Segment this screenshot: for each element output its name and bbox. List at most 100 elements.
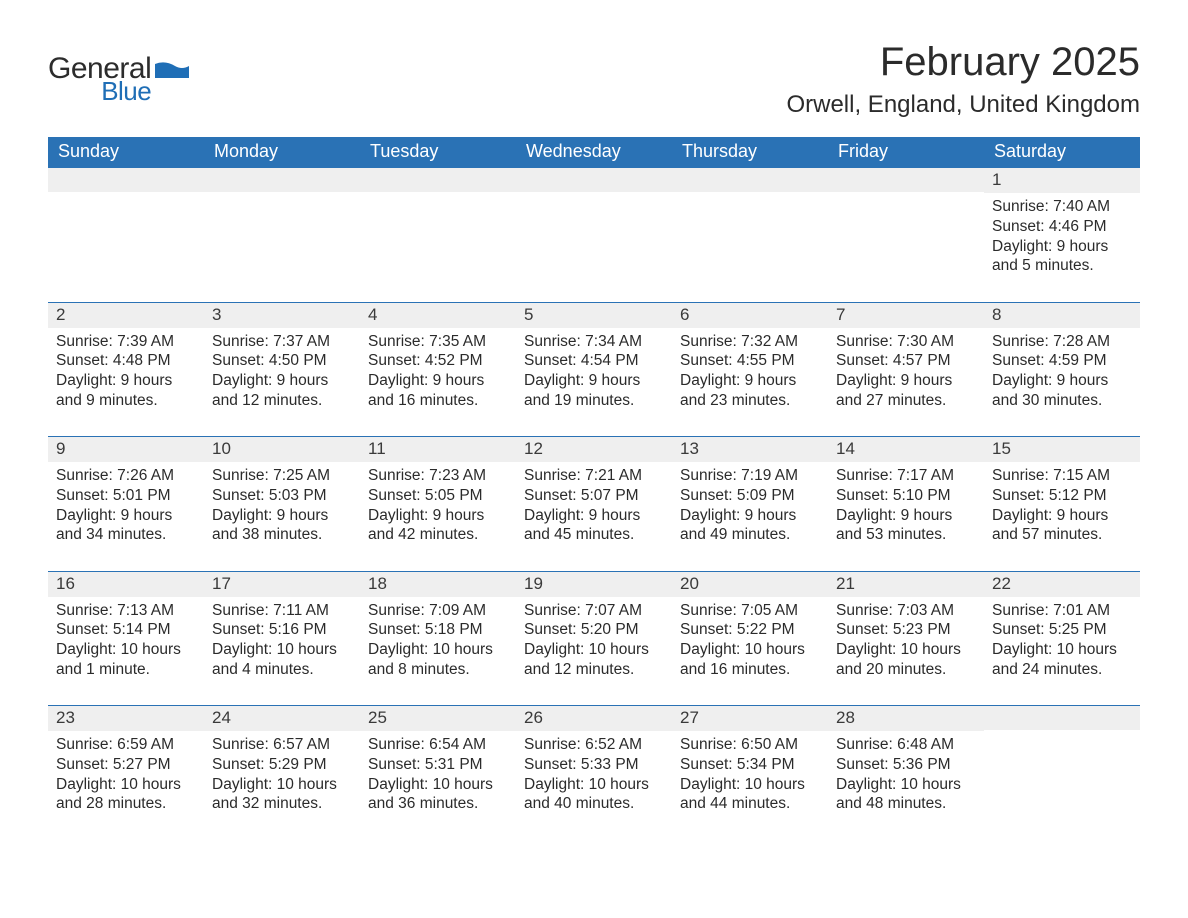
day-number: 20 <box>672 572 828 597</box>
day-body: Sunrise: 7:11 AMSunset: 5:16 PMDaylight:… <box>204 597 360 686</box>
day-cell <box>48 168 204 302</box>
day-body: Sunrise: 7:19 AMSunset: 5:09 PMDaylight:… <box>672 462 828 551</box>
day-number <box>828 168 984 192</box>
daylight-text: Daylight: 10 hours and 32 minutes. <box>212 775 352 815</box>
week-row: 23Sunrise: 6:59 AMSunset: 5:27 PMDayligh… <box>48 706 1140 840</box>
weekday-header: Wednesday <box>516 137 672 168</box>
daylight-text: Daylight: 9 hours and 9 minutes. <box>56 371 196 411</box>
day-cell: 2Sunrise: 7:39 AMSunset: 4:48 PMDaylight… <box>48 303 204 437</box>
sunset-text: Sunset: 5:34 PM <box>680 755 820 775</box>
daylight-text: Daylight: 9 hours and 27 minutes. <box>836 371 976 411</box>
sunset-text: Sunset: 5:18 PM <box>368 620 508 640</box>
day-cell: 10Sunrise: 7:25 AMSunset: 5:03 PMDayligh… <box>204 437 360 571</box>
day-number: 19 <box>516 572 672 597</box>
day-cell: 14Sunrise: 7:17 AMSunset: 5:10 PMDayligh… <box>828 437 984 571</box>
day-body: Sunrise: 7:03 AMSunset: 5:23 PMDaylight:… <box>828 597 984 686</box>
sunset-text: Sunset: 5:07 PM <box>524 486 664 506</box>
sunrise-text: Sunrise: 6:57 AM <box>212 735 352 755</box>
day-cell: 12Sunrise: 7:21 AMSunset: 5:07 PMDayligh… <box>516 437 672 571</box>
sunrise-text: Sunrise: 7:15 AM <box>992 466 1132 486</box>
sunrise-text: Sunrise: 7:28 AM <box>992 332 1132 352</box>
sunset-text: Sunset: 5:31 PM <box>368 755 508 775</box>
daylight-text: Daylight: 9 hours and 45 minutes. <box>524 506 664 546</box>
sunset-text: Sunset: 5:14 PM <box>56 620 196 640</box>
day-cell: 1Sunrise: 7:40 AMSunset: 4:46 PMDaylight… <box>984 168 1140 302</box>
day-number: 5 <box>516 303 672 328</box>
sunset-text: Sunset: 4:52 PM <box>368 351 508 371</box>
day-number: 23 <box>48 706 204 731</box>
daylight-text: Daylight: 10 hours and 4 minutes. <box>212 640 352 680</box>
day-number <box>204 168 360 192</box>
day-body: Sunrise: 7:25 AMSunset: 5:03 PMDaylight:… <box>204 462 360 551</box>
location: Orwell, England, United Kingdom <box>786 91 1140 119</box>
sunrise-text: Sunrise: 7:01 AM <box>992 601 1132 621</box>
sunrise-text: Sunrise: 6:59 AM <box>56 735 196 755</box>
sunset-text: Sunset: 5:09 PM <box>680 486 820 506</box>
day-number: 24 <box>204 706 360 731</box>
day-number: 27 <box>672 706 828 731</box>
day-number: 4 <box>360 303 516 328</box>
daylight-text: Daylight: 9 hours and 12 minutes. <box>212 371 352 411</box>
sunrise-text: Sunrise: 7:19 AM <box>680 466 820 486</box>
day-number: 1 <box>984 168 1140 193</box>
sunset-text: Sunset: 5:01 PM <box>56 486 196 506</box>
sunrise-text: Sunrise: 6:50 AM <box>680 735 820 755</box>
weekday-header: Thursday <box>672 137 828 168</box>
sunrise-text: Sunrise: 6:54 AM <box>368 735 508 755</box>
day-cell: 9Sunrise: 7:26 AMSunset: 5:01 PMDaylight… <box>48 437 204 571</box>
day-number: 2 <box>48 303 204 328</box>
day-number: 26 <box>516 706 672 731</box>
weekday-header: Saturday <box>984 137 1140 168</box>
day-cell: 19Sunrise: 7:07 AMSunset: 5:20 PMDayligh… <box>516 572 672 706</box>
day-number: 18 <box>360 572 516 597</box>
daylight-text: Daylight: 9 hours and 42 minutes. <box>368 506 508 546</box>
day-number: 8 <box>984 303 1140 328</box>
daylight-text: Daylight: 9 hours and 57 minutes. <box>992 506 1132 546</box>
day-cell: 3Sunrise: 7:37 AMSunset: 4:50 PMDaylight… <box>204 303 360 437</box>
month-title: February 2025 <box>786 40 1140 85</box>
day-cell: 17Sunrise: 7:11 AMSunset: 5:16 PMDayligh… <box>204 572 360 706</box>
sunset-text: Sunset: 5:27 PM <box>56 755 196 775</box>
sunset-text: Sunset: 5:25 PM <box>992 620 1132 640</box>
sunrise-text: Sunrise: 7:13 AM <box>56 601 196 621</box>
day-number: 9 <box>48 437 204 462</box>
day-cell: 16Sunrise: 7:13 AMSunset: 5:14 PMDayligh… <box>48 572 204 706</box>
sunrise-text: Sunrise: 7:09 AM <box>368 601 508 621</box>
day-number: 7 <box>828 303 984 328</box>
sunset-text: Sunset: 5:36 PM <box>836 755 976 775</box>
day-cell <box>204 168 360 302</box>
day-body: Sunrise: 6:59 AMSunset: 5:27 PMDaylight:… <box>48 731 204 820</box>
week-row: 9Sunrise: 7:26 AMSunset: 5:01 PMDaylight… <box>48 437 1140 571</box>
daylight-text: Daylight: 10 hours and 8 minutes. <box>368 640 508 680</box>
daylight-text: Daylight: 10 hours and 44 minutes. <box>680 775 820 815</box>
sunset-text: Sunset: 5:33 PM <box>524 755 664 775</box>
sunrise-text: Sunrise: 7:35 AM <box>368 332 508 352</box>
sunrise-text: Sunrise: 7:25 AM <box>212 466 352 486</box>
day-number: 17 <box>204 572 360 597</box>
sunset-text: Sunset: 5:29 PM <box>212 755 352 775</box>
day-number: 14 <box>828 437 984 462</box>
day-body: Sunrise: 7:28 AMSunset: 4:59 PMDaylight:… <box>984 328 1140 417</box>
day-body: Sunrise: 7:15 AMSunset: 5:12 PMDaylight:… <box>984 462 1140 551</box>
sunset-text: Sunset: 5:20 PM <box>524 620 664 640</box>
day-cell: 13Sunrise: 7:19 AMSunset: 5:09 PMDayligh… <box>672 437 828 571</box>
daylight-text: Daylight: 10 hours and 36 minutes. <box>368 775 508 815</box>
daylight-text: Daylight: 9 hours and 49 minutes. <box>680 506 820 546</box>
weekday-header: Sunday <box>48 137 204 168</box>
daylight-text: Daylight: 10 hours and 1 minute. <box>56 640 196 680</box>
sunset-text: Sunset: 4:57 PM <box>836 351 976 371</box>
weekday-header: Monday <box>204 137 360 168</box>
logo: General Blue <box>48 40 189 104</box>
day-body: Sunrise: 7:07 AMSunset: 5:20 PMDaylight:… <box>516 597 672 686</box>
sunset-text: Sunset: 5:16 PM <box>212 620 352 640</box>
day-cell: 11Sunrise: 7:23 AMSunset: 5:05 PMDayligh… <box>360 437 516 571</box>
daylight-text: Daylight: 9 hours and 38 minutes. <box>212 506 352 546</box>
day-body: Sunrise: 7:35 AMSunset: 4:52 PMDaylight:… <box>360 328 516 417</box>
sunrise-text: Sunrise: 7:07 AM <box>524 601 664 621</box>
day-cell: 8Sunrise: 7:28 AMSunset: 4:59 PMDaylight… <box>984 303 1140 437</box>
day-cell: 26Sunrise: 6:52 AMSunset: 5:33 PMDayligh… <box>516 706 672 840</box>
sunrise-text: Sunrise: 7:30 AM <box>836 332 976 352</box>
day-body: Sunrise: 7:30 AMSunset: 4:57 PMDaylight:… <box>828 328 984 417</box>
day-cell: 23Sunrise: 6:59 AMSunset: 5:27 PMDayligh… <box>48 706 204 840</box>
day-body: Sunrise: 7:23 AMSunset: 5:05 PMDaylight:… <box>360 462 516 551</box>
